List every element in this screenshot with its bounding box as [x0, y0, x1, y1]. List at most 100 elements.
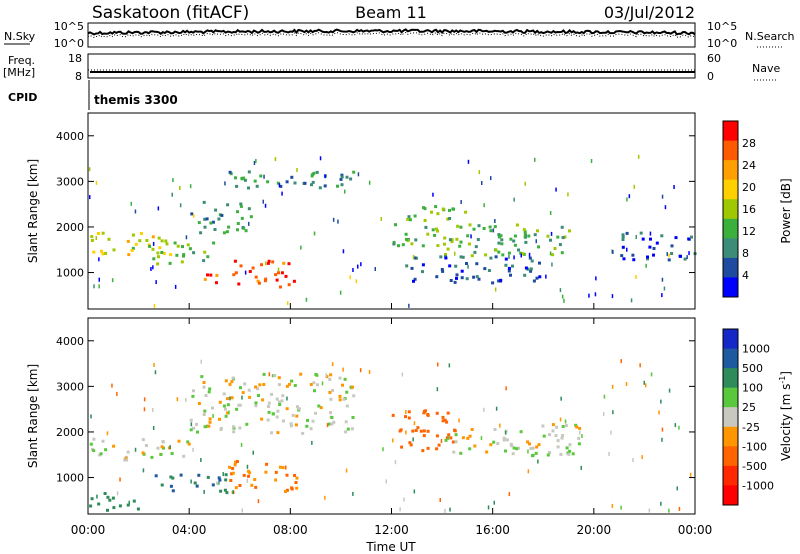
scatter-cell	[338, 398, 342, 402]
scatter-cell	[155, 280, 157, 285]
scatter-cell	[349, 275, 351, 280]
power-colorbar: 28 24 20 16 12 8 4 Power [dB]	[722, 120, 793, 298]
scatter-cell	[247, 207, 251, 211]
scatter-cell	[203, 217, 207, 221]
scatter-cell	[611, 503, 614, 508]
scatter-cell	[413, 214, 417, 218]
scatter-cell	[504, 263, 508, 267]
scatter-cell	[455, 273, 459, 277]
colorbar-tick-label: 20	[742, 181, 756, 194]
scatter-cell	[161, 440, 165, 444]
scatter-cell	[563, 298, 565, 303]
scatter-cell	[309, 383, 313, 386]
freq-label-1: Freq.	[8, 54, 35, 67]
scatter-cell	[524, 240, 528, 244]
scatter-cell	[475, 275, 479, 279]
noise-sky-line	[87, 28, 696, 36]
scatter-cell	[224, 379, 228, 383]
scatter-cell	[264, 277, 268, 281]
scatter-cell	[423, 219, 427, 222]
scatter-cell	[233, 259, 237, 263]
scatter-cell	[507, 251, 511, 255]
scatter-cell	[179, 203, 182, 208]
scatter-cell	[339, 290, 342, 295]
scatter-cell	[465, 262, 468, 265]
scatter-cell	[436, 229, 440, 233]
scatter-cell	[197, 473, 201, 477]
scatter-cell	[482, 227, 486, 230]
scatter-cell	[236, 222, 240, 225]
scatter-cell	[350, 427, 354, 431]
scatter-cell	[211, 220, 215, 224]
scatter-cell	[550, 231, 553, 236]
scatter-cell	[106, 495, 110, 499]
scatter-cell	[157, 206, 160, 211]
scatter-cell	[329, 373, 333, 377]
scatter-cell	[443, 236, 447, 240]
scatter-cell	[249, 215, 253, 219]
scatter-cell	[575, 425, 579, 429]
scatter-cell	[686, 255, 688, 260]
scatter-cell	[492, 228, 495, 233]
scatter-cell	[435, 434, 439, 438]
scatter-cell	[189, 184, 192, 189]
scatter-cell	[449, 279, 453, 282]
scatter-cell	[254, 404, 258, 408]
scatter-cell	[625, 231, 629, 235]
scatter-cell	[287, 283, 291, 287]
scatter-cell	[674, 236, 678, 240]
scatter-cell	[293, 384, 297, 387]
scatter-cell	[632, 458, 634, 463]
scatter-cell	[581, 434, 583, 439]
scatter-cell	[331, 389, 335, 392]
scatter-cell	[125, 458, 129, 462]
scatter-cell	[451, 440, 455, 444]
scatter-cell	[97, 232, 100, 235]
x-tick-label: 20:00	[577, 523, 612, 537]
scatter-cell	[203, 409, 207, 413]
scatter-cell	[382, 447, 384, 452]
scatter-cell	[635, 275, 637, 279]
scatter-cell	[470, 428, 474, 431]
scatter-cell	[295, 414, 299, 418]
scatter-cell	[422, 434, 426, 438]
scatter-cell	[139, 232, 143, 235]
scatter-cell	[278, 183, 281, 188]
scatter-cell	[635, 235, 637, 239]
scatter-cell	[281, 191, 283, 196]
scatter-cell	[254, 275, 258, 279]
scatter-cell	[234, 176, 237, 180]
scatter-cell	[341, 383, 344, 387]
scatter-cell	[426, 429, 430, 433]
scatter-cell	[225, 230, 229, 234]
scatter-cell	[404, 232, 408, 236]
scatter-cell	[141, 438, 145, 442]
scatter-cell	[141, 451, 145, 455]
scatter-cell	[412, 254, 415, 259]
scatter-cell	[556, 235, 560, 239]
scatter-cell	[504, 257, 508, 261]
x-tick-label: 00:00	[678, 523, 713, 537]
scatter-cell	[239, 386, 242, 390]
colorbar-segment	[723, 348, 738, 369]
scatter-cell	[626, 247, 628, 252]
colorbar-tick-label: 500	[742, 362, 763, 375]
scatter-cell	[460, 276, 464, 280]
scatter-cell	[212, 241, 216, 245]
scatter-cell	[648, 508, 651, 513]
scatter-cell	[267, 405, 270, 408]
scatter-cell	[424, 225, 428, 229]
scatter-cell	[531, 446, 535, 450]
scatter-cell	[406, 217, 410, 221]
scatter-cell	[234, 486, 238, 490]
scatter-cell	[633, 184, 635, 189]
scatter-cell	[279, 285, 282, 289]
scatter-cell	[515, 447, 519, 451]
scatter-cell	[150, 267, 152, 271]
scatter-cell	[329, 411, 333, 415]
scatter-cell	[489, 256, 493, 260]
scatter-cell	[134, 209, 137, 214]
scatter-cell	[248, 221, 250, 226]
scatter-cell	[312, 381, 316, 385]
scatter-cell	[244, 270, 247, 275]
